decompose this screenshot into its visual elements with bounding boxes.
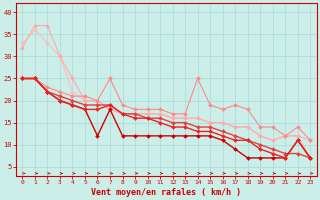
X-axis label: Vent moyen/en rafales ( km/h ): Vent moyen/en rafales ( km/h )	[91, 188, 241, 197]
